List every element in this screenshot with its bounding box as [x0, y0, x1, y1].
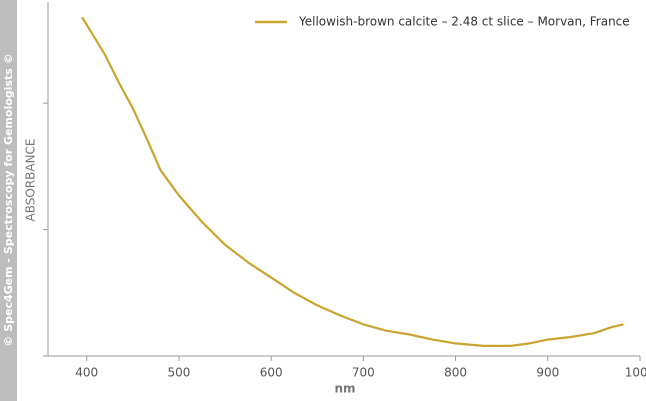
- sidebar: [0, 0, 17, 401]
- legend-label: Yellowish-brown calcite – 2.48 ct slice …: [298, 15, 630, 29]
- watermark: © Spec4Gem - Spectroscopy for Gemologist…: [2, 53, 15, 346]
- y-axis-label: ABSORBANCE: [24, 138, 38, 221]
- x-axis-label: nm: [334, 382, 355, 396]
- x-tick-label: 800: [444, 366, 467, 380]
- x-tick-label: 900: [536, 366, 559, 380]
- series-line: [81, 16, 624, 347]
- x-tick-label: 600: [260, 366, 283, 380]
- x-tick-label: 400: [75, 366, 98, 380]
- x-tick-label: 500: [167, 366, 190, 380]
- x-tick-label: 1000: [625, 366, 646, 380]
- x-tick-label: 700: [352, 366, 375, 380]
